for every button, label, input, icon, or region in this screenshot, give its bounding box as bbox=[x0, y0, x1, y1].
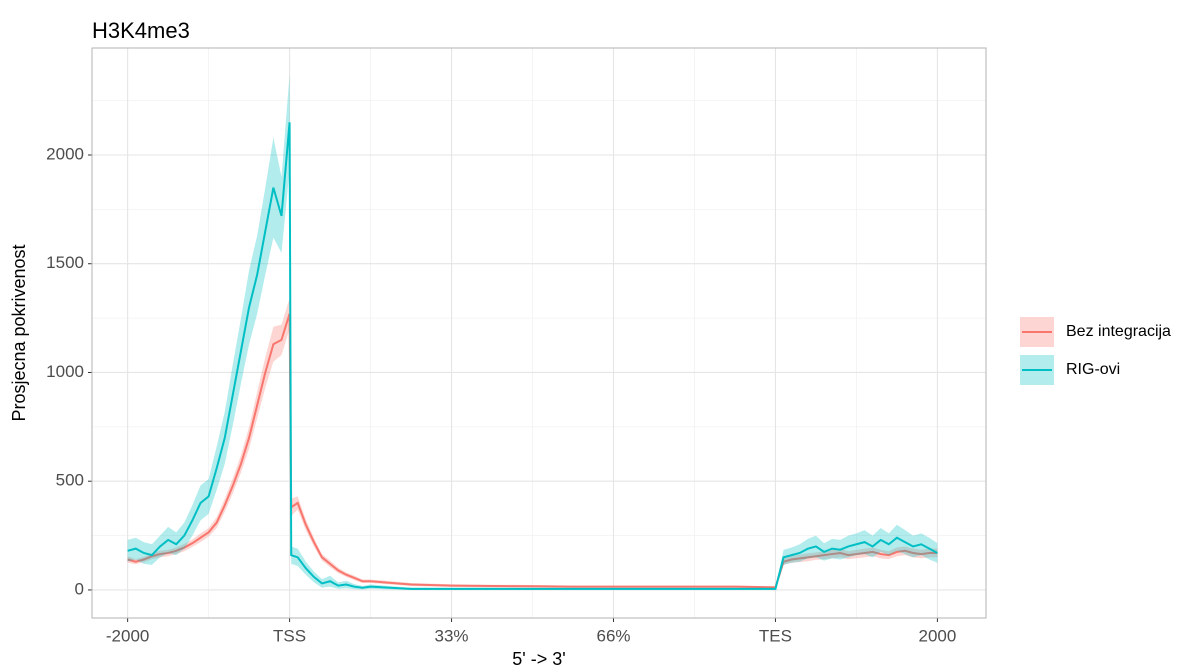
line bbox=[127, 313, 938, 589]
chart-title: H3K4me3 bbox=[92, 18, 190, 43]
legend-label: Bez integracija bbox=[1066, 323, 1171, 340]
plot-border bbox=[91, 47, 987, 619]
y-axis-label: Prosjecna pokrivenost bbox=[9, 244, 29, 421]
line bbox=[127, 122, 938, 590]
y-tick-label: 500 bbox=[56, 471, 84, 490]
y-tick-label: 2000 bbox=[46, 144, 84, 163]
x-axis-label: 5' -> 3' bbox=[512, 649, 565, 669]
legend-label: RIG-ovi bbox=[1066, 361, 1120, 378]
y-tick-label: 1500 bbox=[46, 253, 84, 272]
x-tick-label: -2000 bbox=[106, 626, 149, 645]
x-tick-label: TSS bbox=[273, 626, 306, 645]
x-tick-label: 33% bbox=[435, 626, 469, 645]
x-tick-label: TES bbox=[759, 626, 792, 645]
y-tick-label: 1000 bbox=[46, 362, 84, 381]
x-tick-label: 66% bbox=[596, 626, 630, 645]
y-tick-label: 0 bbox=[75, 579, 84, 598]
x-tick-label: 2000 bbox=[918, 626, 956, 645]
ribbon bbox=[127, 74, 938, 590]
